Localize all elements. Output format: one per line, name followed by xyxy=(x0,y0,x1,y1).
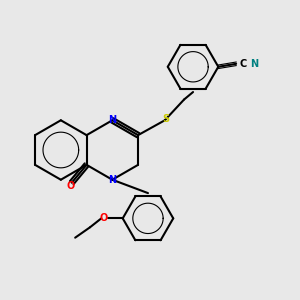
Text: N: N xyxy=(108,175,116,185)
Text: C: C xyxy=(240,59,247,69)
Text: S: S xyxy=(163,114,170,124)
Text: O: O xyxy=(66,181,74,191)
Text: N: N xyxy=(250,59,258,69)
Text: N: N xyxy=(108,115,116,125)
Text: O: O xyxy=(99,213,107,224)
